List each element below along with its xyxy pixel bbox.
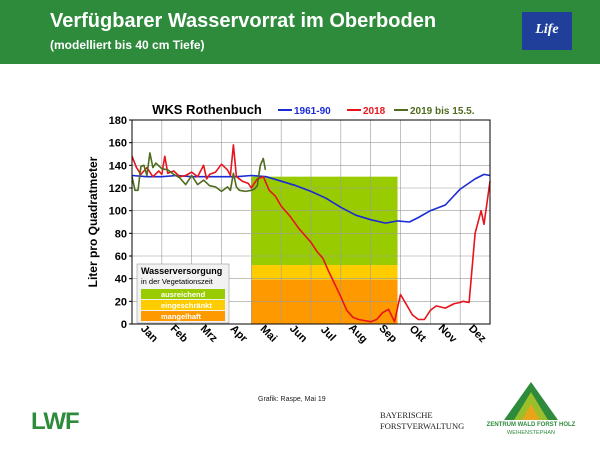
series-line-2: [131, 152, 267, 193]
y-tick-label: 160: [109, 138, 127, 150]
chart-axes: 0 20 40 60 80 100 120 140 160 180 Jan Feb Mrz Apr Mai J…: [86, 115, 491, 346]
eu-life-logo: Life: [522, 12, 572, 50]
zentrum-wald-forst-holz-logo: ZENTRUM WALD FORST HOLZ WEIHENSTEPHAN: [476, 380, 586, 440]
band-legend-label-2: mangelhaft: [161, 312, 202, 321]
legend-label-0: 1961-90: [294, 106, 331, 117]
x-tick-label: Sep: [376, 322, 399, 345]
page-subtitle: (modelliert bis 40 cm Tiefe): [50, 38, 205, 52]
y-tick-label: 40: [115, 274, 127, 286]
x-tick-label: Okt: [407, 323, 429, 345]
header-banner: Verfügbarer Wasservorrat im Oberboden (m…: [0, 0, 600, 64]
supply-bands: [251, 176, 398, 324]
plot-frame: [131, 119, 491, 325]
y-tick-label: 140: [109, 160, 127, 172]
tree-icon: [504, 382, 558, 420]
y-tick-label: 0: [121, 319, 127, 331]
graph-credit: Grafik: Raspe, Mai 19: [258, 396, 326, 403]
y-tick-label: 100: [109, 206, 127, 218]
band-legend-label-0: ausreichend: [161, 290, 206, 299]
chart-series: [131, 144, 491, 323]
lwf-logo: LWF: [31, 408, 80, 435]
y-tick-label: 180: [109, 115, 127, 127]
zw-logo-line1: ZENTRUM WALD FORST HOLZ: [486, 422, 576, 428]
y-axis-label: Liter pro Quadratmeter: [86, 156, 100, 287]
band-legend-swatch-0: [141, 289, 225, 299]
x-tick-label: Jan: [138, 323, 160, 345]
x-tick-label: Feb: [168, 323, 191, 346]
x-tick-label: Jul: [318, 324, 338, 344]
eu-life-logo-text: Life: [535, 22, 559, 37]
legend-label-2: 2019 bis 15.5.: [410, 106, 475, 117]
x-tick-label: Aug: [346, 322, 370, 346]
bf-logo-line1: BAYERISCHE: [380, 410, 433, 420]
band-1: [251, 265, 398, 280]
x-tick-label: Dez: [466, 323, 489, 346]
band-2: [251, 279, 398, 324]
x-tick-label: Jun: [287, 323, 310, 346]
y-tick-label: 60: [115, 251, 127, 263]
x-tick-label: Nov: [436, 322, 460, 346]
x-tick-label: Mrz: [198, 323, 220, 345]
band-legend-label-1: eingeschränkt: [161, 301, 212, 310]
y-tick-label: 80: [115, 228, 127, 240]
band-legend-title: Wasserversorgung: [141, 266, 222, 276]
x-tick-label: Apr: [228, 323, 250, 345]
legend-label-1: 2018: [363, 106, 386, 117]
band-legend-swatch-2: [141, 311, 225, 321]
bf-logo-line2: FORSTVERWALTUNG: [380, 421, 465, 431]
chart-title: WKS Rothenbuch: [152, 102, 262, 117]
y-tick-label: 120: [109, 183, 127, 195]
chart-legend: WKS Rothenbuch 1961-90 2018 2019 bis 15.5.: [152, 102, 475, 117]
water-supply-chart: 0 20 40 60 80 100 120 140 160 180 Jan Feb Mrz Apr Mai J…: [86, 102, 491, 346]
x-tick-label: Mai: [258, 323, 279, 344]
zw-logo-line2: WEIHENSTEPHAN: [507, 430, 555, 436]
y-tick-label: 20: [115, 296, 127, 308]
band-legend-swatch-1: [141, 300, 225, 310]
series-line-1: [131, 144, 491, 323]
band-legend-subtitle: in der Vegetationszeit: [141, 277, 214, 286]
bayerische-forstverwaltung-logo: BAYERISCHE FORSTVERWALTUNG: [380, 410, 464, 432]
page-title: Verfügbarer Wasservorrat im Oberboden: [50, 10, 437, 32]
